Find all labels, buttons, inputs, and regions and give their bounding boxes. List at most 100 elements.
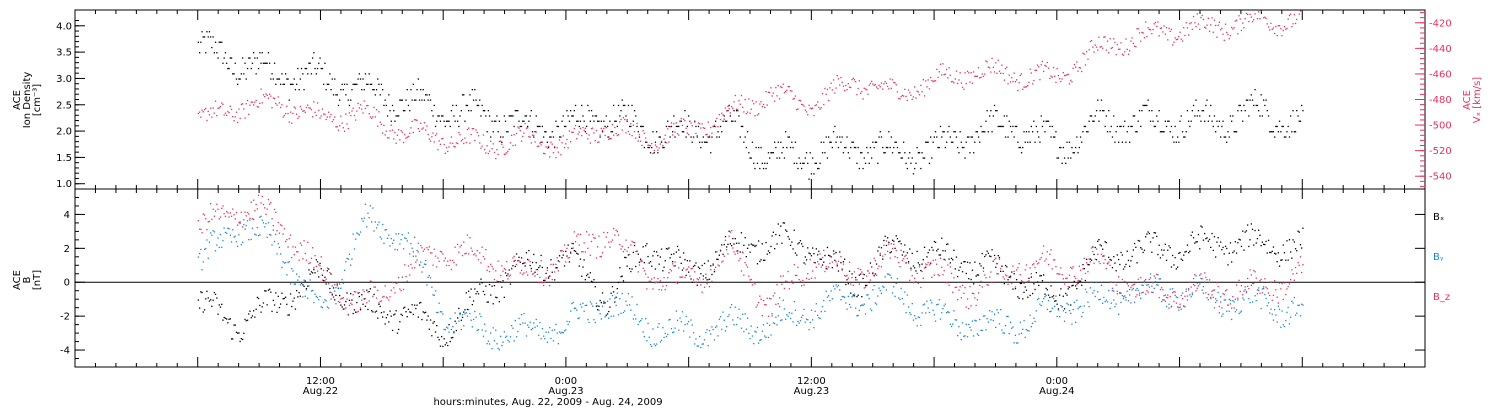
data-point	[315, 73, 317, 75]
data-point	[1077, 307, 1079, 310]
data-point	[953, 131, 955, 133]
data-point	[731, 304, 733, 306]
data-point	[1065, 74, 1067, 77]
data-point	[963, 335, 965, 337]
data-point	[200, 228, 202, 230]
data-point	[538, 145, 540, 147]
data-point	[1266, 288, 1268, 290]
data-point	[1283, 325, 1286, 328]
data-point	[544, 131, 546, 133]
data-point	[903, 141, 905, 143]
data-point	[219, 41, 222, 43]
data-point	[847, 295, 849, 298]
data-point	[905, 262, 907, 264]
data-point	[667, 128, 669, 130]
data-point	[923, 267, 926, 269]
data-point	[916, 325, 918, 327]
data-point	[819, 317, 821, 320]
data-point	[584, 131, 586, 133]
data-point	[1094, 115, 1096, 117]
data-point	[882, 285, 884, 287]
data-point	[1210, 296, 1212, 299]
data-point	[1258, 110, 1260, 112]
data-point	[1245, 292, 1248, 294]
data-point	[1102, 47, 1104, 49]
data-point	[287, 314, 289, 316]
data-point	[554, 146, 556, 149]
data-point	[753, 244, 755, 246]
data-point	[679, 121, 681, 123]
data-point	[1095, 259, 1098, 261]
data-point	[630, 270, 632, 273]
data-point	[837, 146, 840, 149]
data-point	[1055, 266, 1057, 268]
data-point	[1125, 263, 1127, 266]
data-point	[794, 252, 797, 254]
data-point	[228, 112, 230, 114]
data-point	[314, 255, 316, 257]
data-point	[1293, 241, 1295, 243]
data-point	[878, 84, 880, 86]
data-point	[549, 136, 551, 138]
data-point	[875, 86, 878, 88]
data-point	[631, 240, 633, 242]
data-point	[1143, 280, 1146, 282]
data-point	[909, 279, 911, 281]
data-point	[366, 105, 368, 107]
data-point	[356, 301, 358, 304]
data-point	[731, 230, 733, 232]
data-point	[227, 110, 229, 113]
data-point	[508, 115, 510, 117]
data-point	[681, 269, 684, 271]
data-point	[1020, 152, 1023, 154]
data-point	[875, 263, 878, 265]
data-point	[641, 260, 643, 263]
data-point	[448, 331, 450, 333]
data-point	[563, 330, 566, 332]
data-point	[689, 260, 691, 262]
data-point	[1045, 65, 1047, 67]
data-point	[1162, 254, 1164, 256]
data-point	[1077, 282, 1079, 284]
data-point	[750, 108, 752, 110]
data-point	[653, 250, 655, 253]
data-point	[1100, 284, 1103, 286]
data-point	[734, 120, 736, 122]
data-point	[447, 260, 449, 262]
data-point	[583, 259, 585, 261]
data-point	[750, 325, 752, 327]
data-point	[1057, 157, 1060, 159]
data-point	[550, 337, 552, 340]
data-point	[977, 334, 980, 336]
data-point	[1282, 244, 1284, 246]
data-point	[1275, 253, 1277, 255]
data-point	[1162, 289, 1164, 291]
data-point	[230, 241, 233, 243]
data-point	[944, 146, 946, 149]
data-point	[1269, 131, 1271, 133]
data-point	[1157, 274, 1159, 276]
data-point	[377, 78, 379, 80]
data-point	[345, 261, 347, 263]
data-point	[218, 218, 220, 220]
data-point	[930, 262, 932, 264]
data-point	[530, 267, 532, 270]
data-point	[813, 327, 815, 329]
data-point	[586, 132, 588, 135]
data-point	[383, 124, 385, 127]
data-point	[337, 104, 340, 107]
data-point	[955, 256, 958, 258]
data-point	[691, 267, 693, 269]
data-point	[434, 290, 437, 292]
data-point	[449, 340, 451, 343]
data-point	[308, 262, 310, 265]
data-point	[793, 97, 795, 100]
data-point	[1192, 237, 1195, 239]
data-point	[708, 278, 711, 280]
data-point	[1287, 306, 1289, 309]
data-point	[742, 252, 744, 254]
data-point	[487, 110, 489, 112]
data-point	[1147, 291, 1149, 293]
data-point	[1017, 267, 1019, 269]
data-point	[777, 223, 779, 225]
